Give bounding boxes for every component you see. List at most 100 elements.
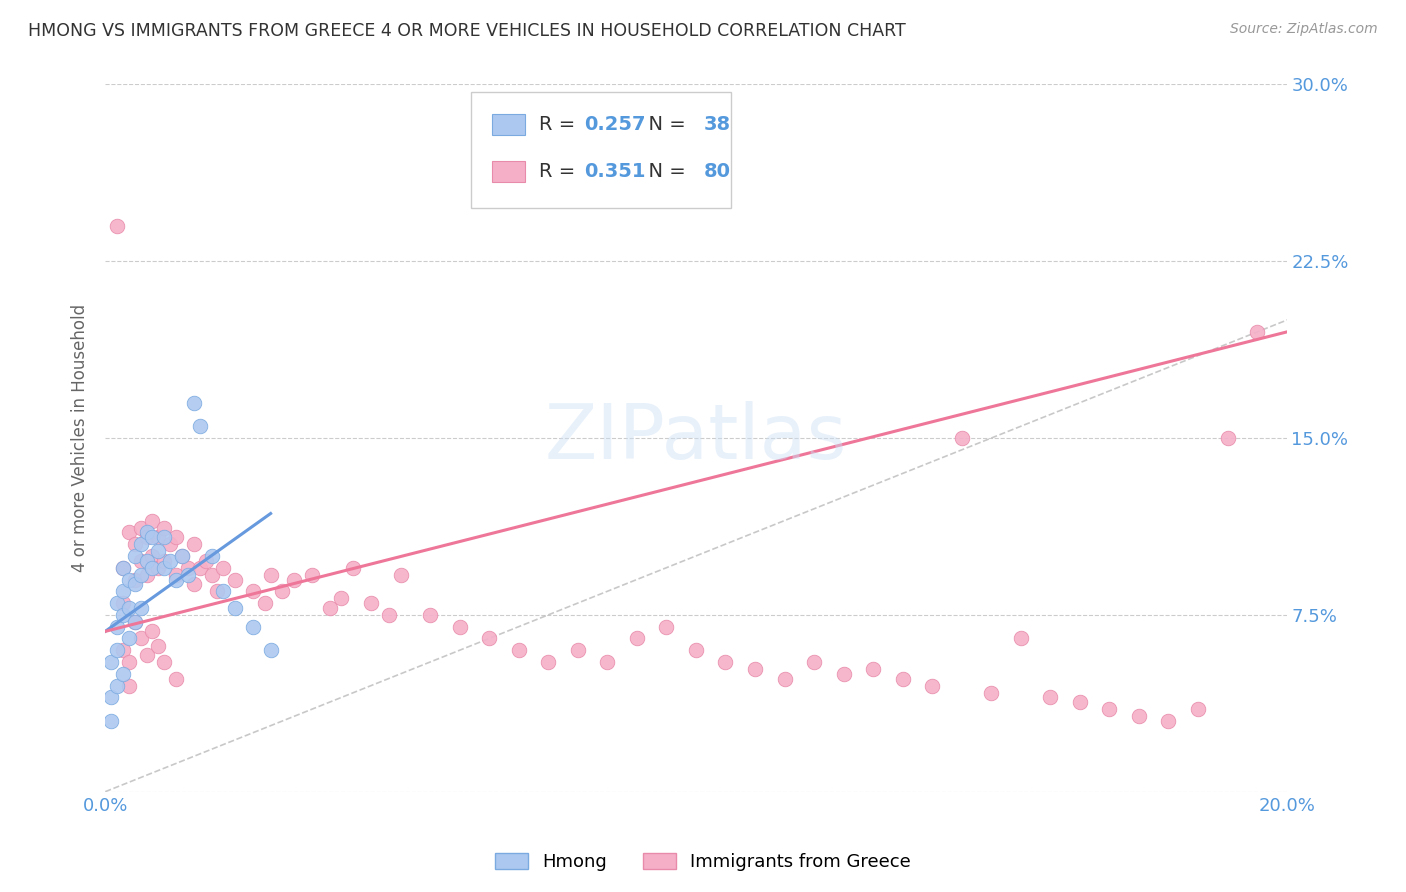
- Point: [153, 521, 176, 535]
- Point: [360, 596, 382, 610]
- Point: [271, 584, 294, 599]
- Point: [111, 560, 134, 574]
- Point: [342, 560, 364, 574]
- Point: [862, 662, 884, 676]
- Point: [135, 530, 157, 544]
- Point: [111, 596, 134, 610]
- Point: [124, 573, 146, 587]
- FancyBboxPatch shape: [471, 92, 731, 208]
- Point: [177, 567, 200, 582]
- Point: [124, 615, 146, 629]
- Point: [1246, 325, 1268, 339]
- Point: [478, 632, 501, 646]
- Point: [1216, 431, 1239, 445]
- Point: [567, 643, 589, 657]
- Point: [148, 560, 170, 574]
- Point: [111, 643, 134, 657]
- Point: [200, 549, 222, 563]
- Point: [1010, 632, 1032, 646]
- Point: [111, 560, 134, 574]
- Point: [105, 596, 128, 610]
- Point: [159, 537, 181, 551]
- Text: N =: N =: [636, 162, 692, 181]
- Point: [148, 639, 170, 653]
- Point: [129, 521, 152, 535]
- Point: [537, 655, 560, 669]
- Point: [129, 567, 152, 582]
- Point: [242, 620, 264, 634]
- Point: [165, 567, 187, 582]
- FancyBboxPatch shape: [492, 114, 524, 136]
- Point: [1128, 709, 1150, 723]
- Point: [891, 672, 914, 686]
- Point: [330, 591, 353, 606]
- Point: [200, 567, 222, 582]
- Text: 0.257: 0.257: [583, 115, 645, 135]
- Point: [832, 666, 855, 681]
- Point: [105, 643, 128, 657]
- Point: [100, 690, 122, 705]
- Point: [165, 530, 187, 544]
- Point: [111, 666, 134, 681]
- Point: [194, 554, 217, 568]
- Point: [118, 632, 141, 646]
- Point: [301, 567, 323, 582]
- Point: [118, 573, 141, 587]
- Text: R =: R =: [538, 115, 581, 135]
- Point: [419, 607, 441, 622]
- Point: [170, 549, 193, 563]
- Point: [135, 648, 157, 662]
- Point: [105, 679, 128, 693]
- Point: [773, 672, 796, 686]
- Point: [212, 560, 235, 574]
- Text: N =: N =: [636, 115, 692, 135]
- Point: [685, 643, 707, 657]
- Text: R =: R =: [538, 162, 581, 181]
- Point: [135, 554, 157, 568]
- Point: [655, 620, 678, 634]
- Point: [188, 560, 211, 574]
- Point: [111, 584, 134, 599]
- Point: [165, 573, 187, 587]
- Point: [714, 655, 737, 669]
- Point: [105, 620, 128, 634]
- Point: [449, 620, 471, 634]
- Point: [626, 632, 648, 646]
- Point: [124, 615, 146, 629]
- Point: [980, 686, 1002, 700]
- Point: [105, 219, 128, 233]
- Point: [1039, 690, 1062, 705]
- Point: [159, 554, 181, 568]
- Point: [153, 655, 176, 669]
- Point: [596, 655, 619, 669]
- Point: [148, 544, 170, 558]
- Text: HMONG VS IMMIGRANTS FROM GREECE 4 OR MORE VEHICLES IN HOUSEHOLD CORRELATION CHAR: HMONG VS IMMIGRANTS FROM GREECE 4 OR MOR…: [28, 22, 905, 40]
- Point: [124, 577, 146, 591]
- Point: [1157, 714, 1180, 728]
- Point: [224, 600, 246, 615]
- Point: [259, 567, 281, 582]
- Point: [183, 577, 205, 591]
- Point: [153, 554, 176, 568]
- Text: 0.351: 0.351: [583, 162, 645, 181]
- Point: [118, 600, 141, 615]
- Point: [100, 714, 122, 728]
- Point: [212, 584, 235, 599]
- Point: [1098, 702, 1121, 716]
- Legend: Hmong, Immigrants from Greece: Hmong, Immigrants from Greece: [488, 846, 918, 879]
- Text: ZIPatlas: ZIPatlas: [544, 401, 846, 475]
- Point: [1187, 702, 1209, 716]
- Point: [148, 530, 170, 544]
- Point: [135, 567, 157, 582]
- Point: [129, 537, 152, 551]
- Point: [124, 549, 146, 563]
- Point: [100, 655, 122, 669]
- Point: [183, 537, 205, 551]
- Point: [135, 525, 157, 540]
- Y-axis label: 4 or more Vehicles in Household: 4 or more Vehicles in Household: [72, 304, 89, 572]
- Point: [921, 679, 943, 693]
- FancyBboxPatch shape: [492, 161, 524, 182]
- Point: [141, 560, 163, 574]
- Point: [118, 525, 141, 540]
- Point: [188, 419, 211, 434]
